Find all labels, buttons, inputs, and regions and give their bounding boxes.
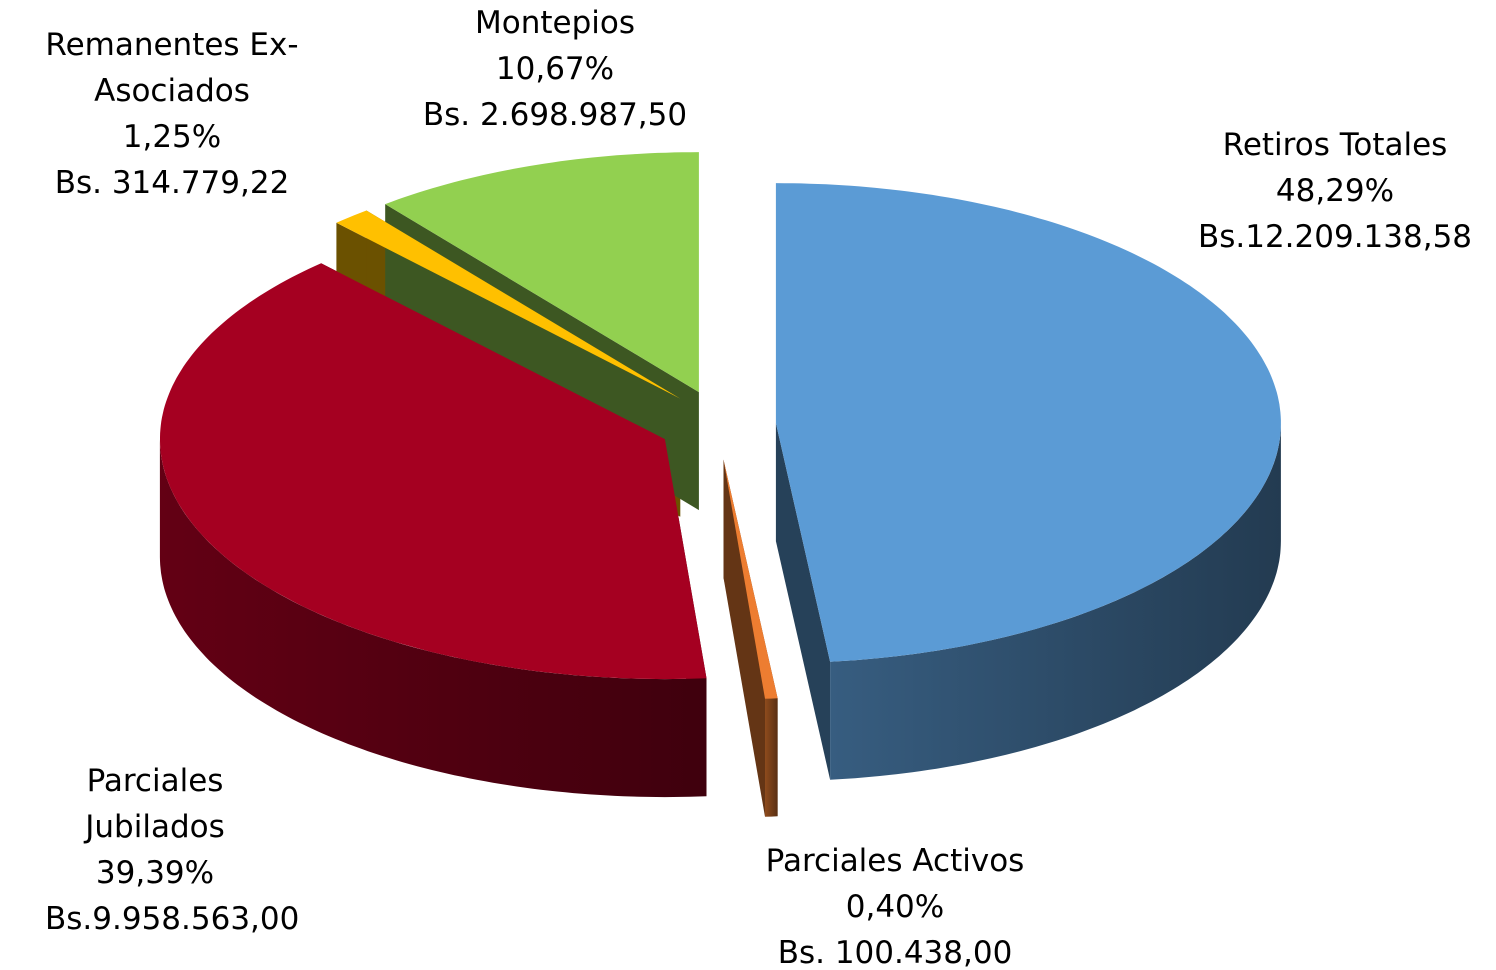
label-name: Parciales Activos — [765, 843, 1025, 879]
slice — [723, 459, 778, 699]
label-name: Parciales Jubilados — [85, 763, 225, 845]
label-name: Montepios — [475, 5, 635, 41]
label-amount: Bs.12.209.138,58 — [1197, 219, 1473, 255]
label-percent: 0,40% — [845, 889, 945, 925]
slice — [385, 152, 699, 393]
slice-side — [765, 698, 778, 817]
label-percent: 48,29% — [1275, 173, 1395, 209]
slice-side — [159, 439, 707, 798]
data-label: Remanentes Ex-Asociados 1,25% Bs. 314.779,… — [27, 22, 317, 206]
data-label: Retiros Totales 48,29% Bs.12.209.138,58 — [1155, 122, 1496, 260]
slice-side — [775, 423, 831, 780]
data-label: Parciales Jubilados 39,39% Bs.9.958.563,00 — [45, 758, 300, 942]
label-amount: Bs.9.958.563,00 — [45, 901, 300, 937]
slice — [336, 210, 681, 399]
label-amount: Bs. 314.779,22 — [54, 165, 290, 201]
data-label: Parciales Activos 0,40% Bs. 100.438,00 — [725, 838, 1065, 970]
data-label: Montepios 10,67% Bs. 2.698.987,50 — [395, 0, 715, 138]
slice-side — [723, 459, 765, 817]
slice — [160, 263, 707, 680]
label-name: Retiros Totales — [1222, 127, 1448, 163]
slice — [775, 183, 1281, 662]
label-name: Remanentes Ex-Asociados — [45, 27, 299, 109]
label-amount: Bs. 100.438,00 — [777, 935, 1013, 970]
label-percent: 10,67% — [495, 51, 615, 87]
label-percent: 39,39% — [95, 855, 215, 891]
slice-side — [830, 423, 1281, 780]
label-percent: 1,25% — [122, 119, 222, 155]
label-amount: Bs. 2.698.987,50 — [422, 97, 688, 133]
